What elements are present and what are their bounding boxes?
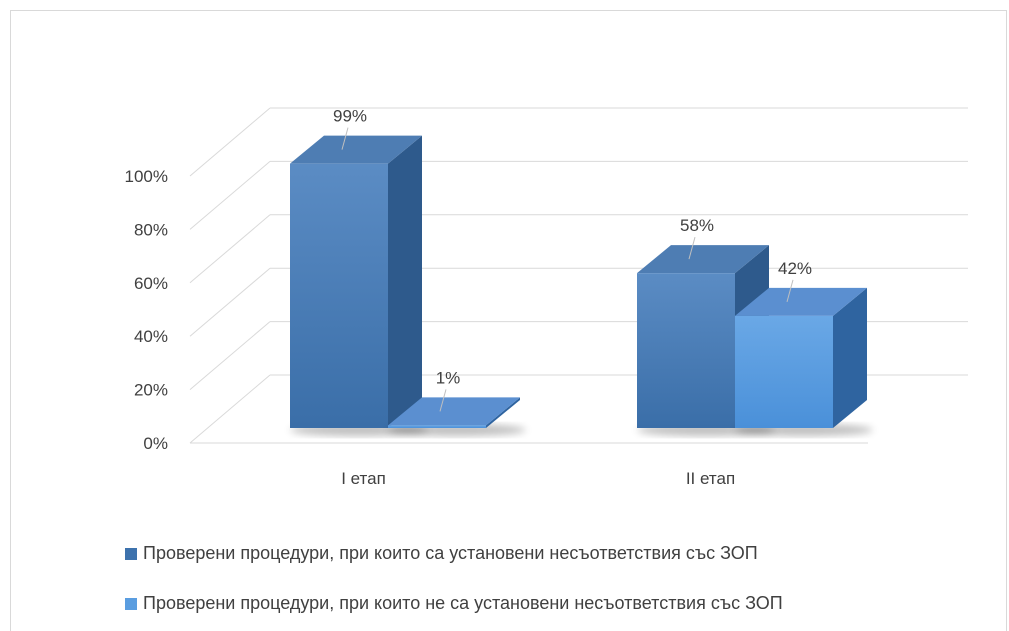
bar-top [735,287,867,316]
bar-top [290,135,422,164]
x-category-label: II етап [686,469,735,488]
bar [637,273,735,428]
gridline-diagonal [189,374,271,444]
bar-side [486,397,520,428]
data-label-leader [439,389,447,412]
legend-item-2: Проверени процедури, при които не са уст… [125,593,783,614]
legend-item-1: Проверени процедури, при които са устано… [125,543,758,564]
gridline-diagonal [189,107,271,177]
legend-label-1: Проверени процедури, при които са устано… [143,543,758,563]
y-tick-label: 80% [134,220,168,239]
data-label: 58% [680,216,714,235]
y-tick-label: 60% [134,274,168,293]
legend-swatch-1 [125,547,137,560]
data-label-leader [341,127,349,150]
legend-swatch-2 [125,597,137,610]
y-tick-label: 40% [134,327,168,346]
bar-side [833,287,867,428]
bar-top [637,245,769,274]
gridline-diagonal [189,214,271,284]
data-label-leader [688,237,696,260]
bar-side [388,135,422,429]
gridline-diagonal [189,321,271,390]
y-tick-label: 20% [134,381,168,400]
bar [290,163,388,429]
data-label-leader [786,279,794,302]
bar-top [388,397,520,426]
bar [388,425,486,428]
data-label: 1% [436,368,461,387]
chart-frame [10,10,1007,631]
data-label: 99% [333,107,367,126]
gridline-diagonal [189,267,271,337]
y-tick-label: 100% [125,167,168,186]
y-tick-label: 0% [143,434,168,453]
gridline-diagonal [189,161,271,230]
bar [735,315,833,428]
legend-label-2: Проверени процедури, при които не са уст… [143,593,783,613]
x-category-label: I етап [341,469,386,488]
data-label: 42% [778,259,812,278]
